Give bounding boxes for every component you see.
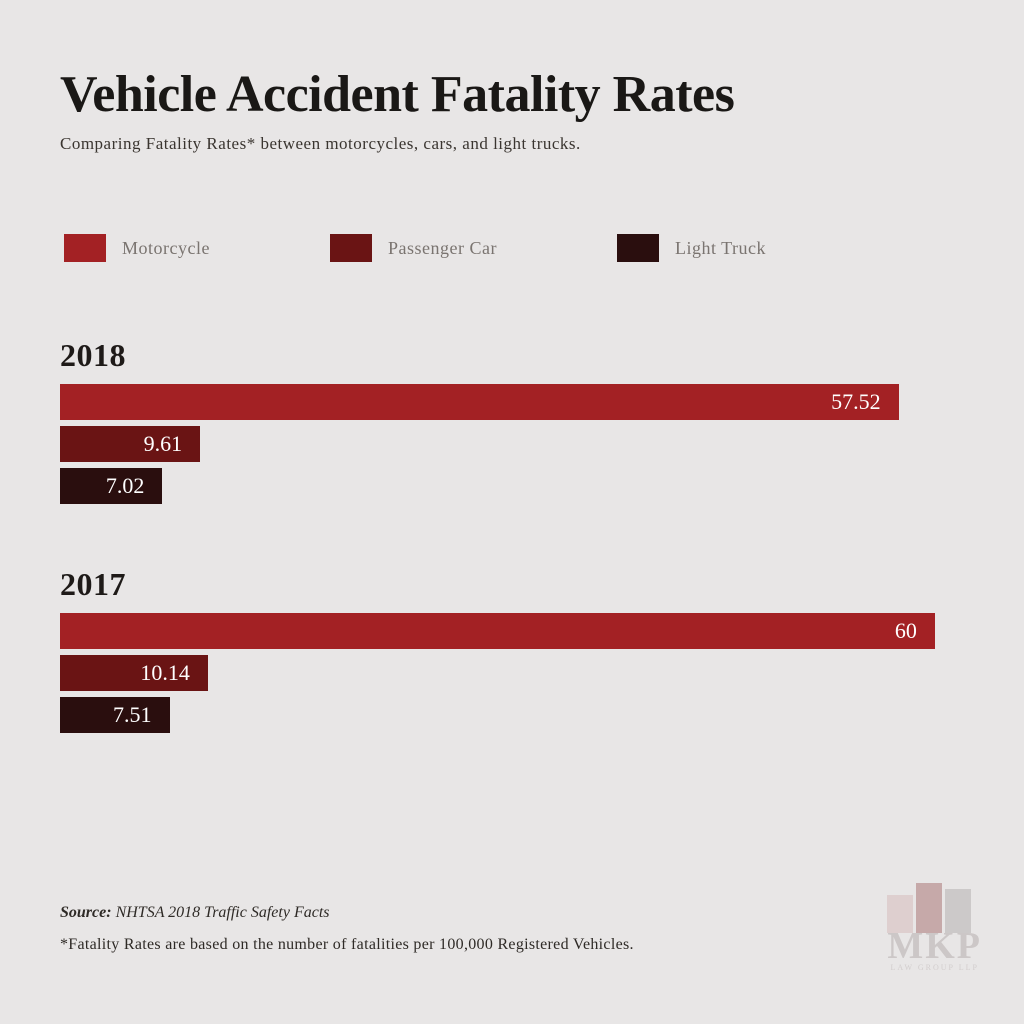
source-label: Source: <box>60 904 112 921</box>
year-group: 2018 57.52 9.61 7.02 <box>60 337 964 504</box>
chart-subtitle: Comparing Fatality Rates* between motorc… <box>60 134 964 154</box>
bar: 7.51 <box>60 697 170 733</box>
bar-value: 7.51 <box>113 702 152 728</box>
bar: 9.61 <box>60 426 200 462</box>
legend-item: Motorcycle <box>64 234 210 262</box>
chart-container: Vehicle Accident Fatality Rates Comparin… <box>0 0 1024 1024</box>
legend-swatch <box>64 234 106 262</box>
legend-swatch <box>330 234 372 262</box>
legend-item: Passenger Car <box>330 234 497 262</box>
chart-area: 2018 57.52 9.61 7.02 2017 60 10.14 7.51 <box>60 337 964 733</box>
source-line: Source: NHTSA 2018 Traffic Safety Facts <box>60 904 964 922</box>
bar-value: 60 <box>895 618 917 644</box>
legend: Motorcycle Passenger Car Light Truck <box>60 234 964 262</box>
bar-value: 57.52 <box>831 389 881 415</box>
year-label: 2017 <box>60 566 964 603</box>
bar-row: 10.14 <box>60 655 964 691</box>
logo-subtext: LAW GROUP LLP <box>887 963 982 972</box>
bar-row: 57.52 <box>60 384 964 420</box>
bar-value: 7.02 <box>106 473 145 499</box>
bar-row: 7.02 <box>60 468 964 504</box>
footnote: *Fatality Rates are based on the number … <box>60 936 964 954</box>
bar-row: 60 <box>60 613 964 649</box>
legend-label: Light Truck <box>675 238 766 259</box>
chart-title: Vehicle Accident Fatality Rates <box>60 65 964 124</box>
footer: Source: NHTSA 2018 Traffic Safety Facts … <box>60 904 964 954</box>
source-text: NHTSA 2018 Traffic Safety Facts <box>112 904 330 921</box>
bar: 57.52 <box>60 384 899 420</box>
logo-text: MKP <box>887 927 982 965</box>
year-group: 2017 60 10.14 7.51 <box>60 566 964 733</box>
bar-value: 9.61 <box>144 431 183 457</box>
brand-logo: MKP LAW GROUP LLP <box>887 883 982 972</box>
bar-row: 7.51 <box>60 697 964 733</box>
legend-label: Motorcycle <box>122 238 210 259</box>
year-label: 2018 <box>60 337 964 374</box>
bar: 60 <box>60 613 935 649</box>
bar: 7.02 <box>60 468 162 504</box>
legend-label: Passenger Car <box>388 238 497 259</box>
bar-row: 9.61 <box>60 426 964 462</box>
bar: 10.14 <box>60 655 208 691</box>
legend-item: Light Truck <box>617 234 766 262</box>
bar-value: 10.14 <box>140 660 190 686</box>
legend-swatch <box>617 234 659 262</box>
